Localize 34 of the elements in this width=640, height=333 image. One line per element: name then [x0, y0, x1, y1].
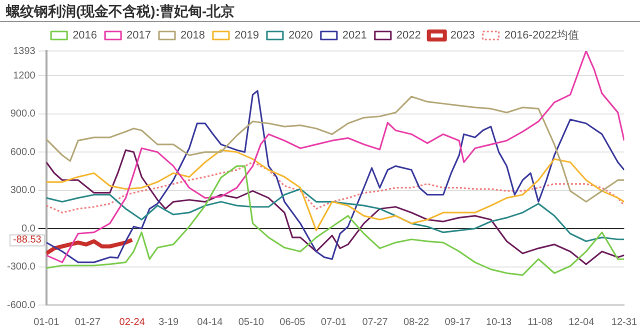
x-tick-label: 12-31 — [611, 316, 638, 328]
y-tick-label: 300.0 — [10, 185, 36, 196]
x-tick-label: 11-08 — [528, 316, 553, 328]
legend-label: 2019 — [234, 30, 259, 42]
legend-label: 2016 — [72, 30, 98, 42]
x-tick-label: 09-17 — [444, 316, 471, 328]
x-tick-label: 07-27 — [362, 316, 388, 328]
y-tick-label: 600.0 — [10, 146, 36, 158]
y-tick-label: 900.0 — [10, 108, 36, 120]
legend-label: 2016-2022均值 — [504, 30, 579, 42]
y-tick-label: 1200 — [13, 70, 36, 82]
legend-label: 2020 — [288, 30, 313, 42]
x-tick-label: 08-22 — [403, 316, 430, 328]
legend-label: 2023 — [450, 30, 475, 42]
x-tick-label: 12-04 — [568, 316, 595, 328]
legend-label: 2021 — [342, 30, 367, 42]
x-tick-label: 07-01 — [320, 316, 347, 328]
y-tick-label: -300.0 — [6, 262, 36, 273]
legend-label: 2017 — [126, 30, 152, 42]
x-tick-label: 10-13 — [486, 316, 512, 328]
legend-label: 2018 — [180, 30, 205, 42]
legend-label: 2022 — [396, 30, 421, 42]
x-tick-label: 02-24 — [119, 316, 146, 328]
y-tick-label: -600.0 — [6, 300, 36, 311]
x-tick-label: 05-10 — [238, 316, 264, 328]
chart-title: 螺纹钢利润(现金不含税):曹妃甸-北京 — [6, 3, 235, 21]
x-tick-label: 01-01 — [34, 316, 60, 328]
x-tick-label: 01-27 — [74, 316, 101, 328]
x-tick-label: 3-19 — [158, 316, 180, 328]
annotation: -88.53 — [13, 234, 42, 246]
x-tick-label: 06-05 — [280, 316, 306, 328]
x-tick-label: 04-14 — [197, 316, 224, 328]
y-tick-label: 1393 — [13, 46, 36, 57]
y-tick-label: 0.0 — [21, 223, 36, 234]
